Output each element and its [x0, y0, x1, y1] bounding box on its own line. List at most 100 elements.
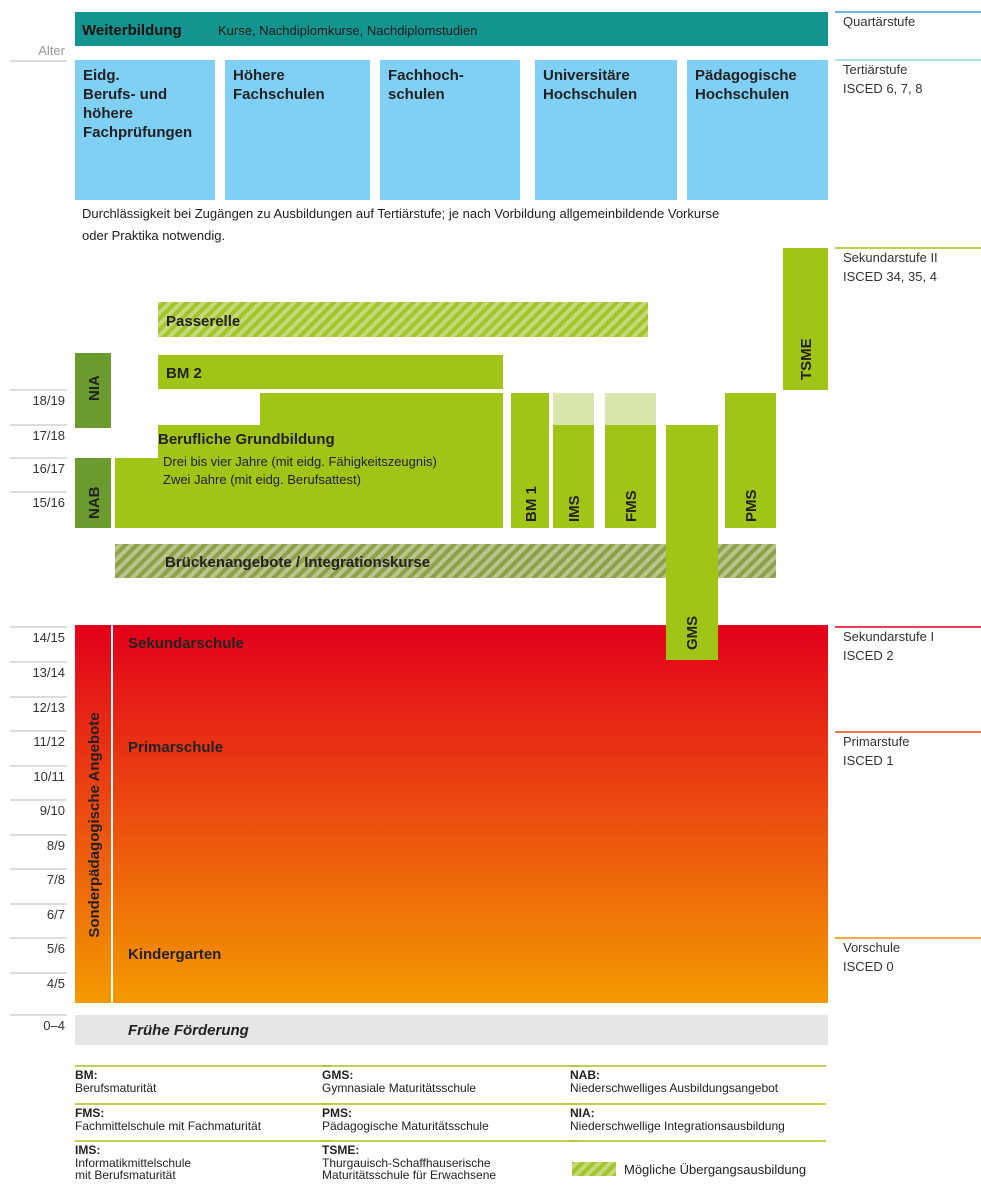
age-header: Alter [38, 43, 65, 58]
legend-text: Pädagogische Maturitätsschule [322, 1119, 489, 1133]
level-isced: ISCED 2 [843, 648, 894, 663]
note-line: Durchlässigkeit bei Zugängen zu Ausbildu… [82, 206, 719, 221]
age: 15/16 [32, 495, 65, 510]
compulsory-box [75, 625, 828, 1003]
tertiary-label: Berufs- und [83, 86, 167, 103]
gms-box [666, 425, 718, 660]
tertiary-label: Universitäre [543, 67, 630, 84]
fruehe-box [75, 1015, 828, 1045]
weiterbildung-title: Weiterbildung [82, 22, 182, 39]
level-name: Sekundarstufe I [843, 629, 934, 644]
legend-text: Gymnasiale Maturitätsschule [322, 1081, 476, 1095]
bm2-box [158, 355, 503, 389]
ims: IMS [566, 495, 583, 522]
tertiary-box [75, 60, 215, 200]
level-name: Primarstufe [843, 734, 909, 749]
age: 5/6 [47, 941, 65, 956]
legend-text: Thurgauisch-Schaffhauserische [322, 1156, 491, 1170]
fruehe: Frühe Förderung [128, 1022, 249, 1039]
weiterbildung-subtitle: Kurse, Nachdiplomkurse, Nachdiplomstudie… [218, 23, 477, 38]
legend-abbr: BM: [75, 1068, 98, 1082]
grundbildung-text: Drei bis vier Jahre (mit eidg. Fähigkeit… [163, 454, 440, 487]
level-name: Vorschule [843, 940, 900, 955]
level-name: Sekundarstufe II [843, 250, 938, 265]
tertiary-label: Höhere [233, 67, 285, 84]
note-line: oder Praktika notwendig. [82, 228, 225, 243]
tertiary-label: höhere [83, 105, 133, 122]
tertiary-label: Fachhoch- [388, 67, 464, 84]
tertiary-box [380, 60, 520, 200]
age: 9/10 [40, 803, 65, 818]
grundbildung-line: Drei bis vier Jahre (mit eidg. Fähigkeit… [163, 454, 437, 469]
tertiary-label: schulen [388, 86, 445, 103]
tsme-box [783, 248, 828, 390]
bruecke-box [115, 544, 776, 578]
age: 16/17 [32, 461, 65, 476]
sekundarschule: Sekundarschule [128, 635, 244, 652]
legend-abbr: NAB: [570, 1068, 600, 1082]
level-name: Tertiärstufe [843, 62, 907, 77]
age: 6/7 [47, 907, 65, 922]
age: 4/5 [47, 976, 65, 991]
level-isced: ISCED 0 [843, 959, 894, 974]
tertiary: Eidg. Berufs- und höhere Fachprüfungen Höher… [75, 60, 828, 200]
bm1-box [511, 393, 549, 528]
sonder: Sonderpädagogische Angebote [86, 712, 103, 937]
age: 12/13 [32, 700, 65, 715]
legend-abbr: TSME: [322, 1143, 359, 1157]
bruecke: Brückenangebote / Integrationskurse [165, 554, 430, 571]
tertiary-label: Eidg. [83, 67, 120, 84]
grundbildung-line: Zwei Jahre (mit eidg. Berufsattest) [163, 472, 361, 487]
tertiary-box [535, 60, 677, 200]
grundbildung-title: Berufliche Grundbildung [158, 431, 335, 448]
tertiary-label: Fachschulen [233, 86, 325, 103]
fms: FMS [623, 490, 640, 522]
level-isced: ISCED 6, 7, 8 [843, 81, 922, 96]
tertiary-box [225, 60, 370, 200]
legend-abbr: NIA: [570, 1106, 595, 1120]
tertiary-label: Fachprüfungen [83, 124, 192, 141]
level-name: Quartärstufe [843, 14, 915, 29]
ims-box [553, 425, 594, 528]
bm1: BM 1 [523, 486, 540, 522]
legend-text: Informatikmittelschule [75, 1156, 191, 1170]
note: Durchlässigkeit bei Zugängen zu Ausbildu… [82, 206, 723, 243]
legend-text: Maturitätsschule für Erwachsene [322, 1168, 496, 1182]
age: 0–4 [43, 1018, 65, 1033]
legend-abbr: GMS: [322, 1068, 353, 1082]
primarschule: Primarschule [128, 739, 223, 756]
tsme: TSME [798, 338, 815, 380]
ims-pale [553, 393, 594, 425]
age: 14/15 [32, 630, 65, 645]
fms-box [605, 425, 656, 528]
age: 13/14 [32, 665, 65, 680]
age: 18/19 [32, 393, 65, 408]
nia-box [75, 353, 111, 428]
legend-text: Fachmittelschule mit Fachmaturität [75, 1119, 262, 1133]
passerelle: Passerelle [166, 313, 240, 330]
legend-abbr: FMS: [75, 1106, 104, 1120]
age: 17/18 [32, 428, 65, 443]
level-isced: ISCED 1 [843, 753, 894, 768]
tertiary-box [687, 60, 828, 200]
fms-pale [605, 393, 656, 425]
age: 11/12 [33, 734, 65, 749]
legend-text: mit Berufsmaturität [75, 1168, 176, 1182]
generated: 18/19 17/18 16/17 15/16 14/15 13/14 12/13 11/12… [10, 11, 981, 1182]
pms: PMS [743, 489, 760, 522]
age: 8/9 [47, 838, 65, 853]
legend-abbr: IMS: [75, 1143, 100, 1157]
age: 7/8 [47, 872, 65, 887]
legend-text: Niederschwelliges Ausbildungsangebot [570, 1081, 779, 1095]
pms-box [725, 393, 776, 528]
hatch-label: Mögliche Übergangsausbildung [624, 1162, 806, 1177]
level-isced: ISCED 34, 35, 4 [843, 269, 937, 284]
age: 10/11 [33, 769, 65, 784]
grundbildung-box [115, 393, 503, 528]
passerelle-box [158, 302, 648, 337]
hatch-swatch [572, 1162, 616, 1176]
nab-box [75, 458, 111, 528]
nia: NIA [86, 375, 103, 401]
